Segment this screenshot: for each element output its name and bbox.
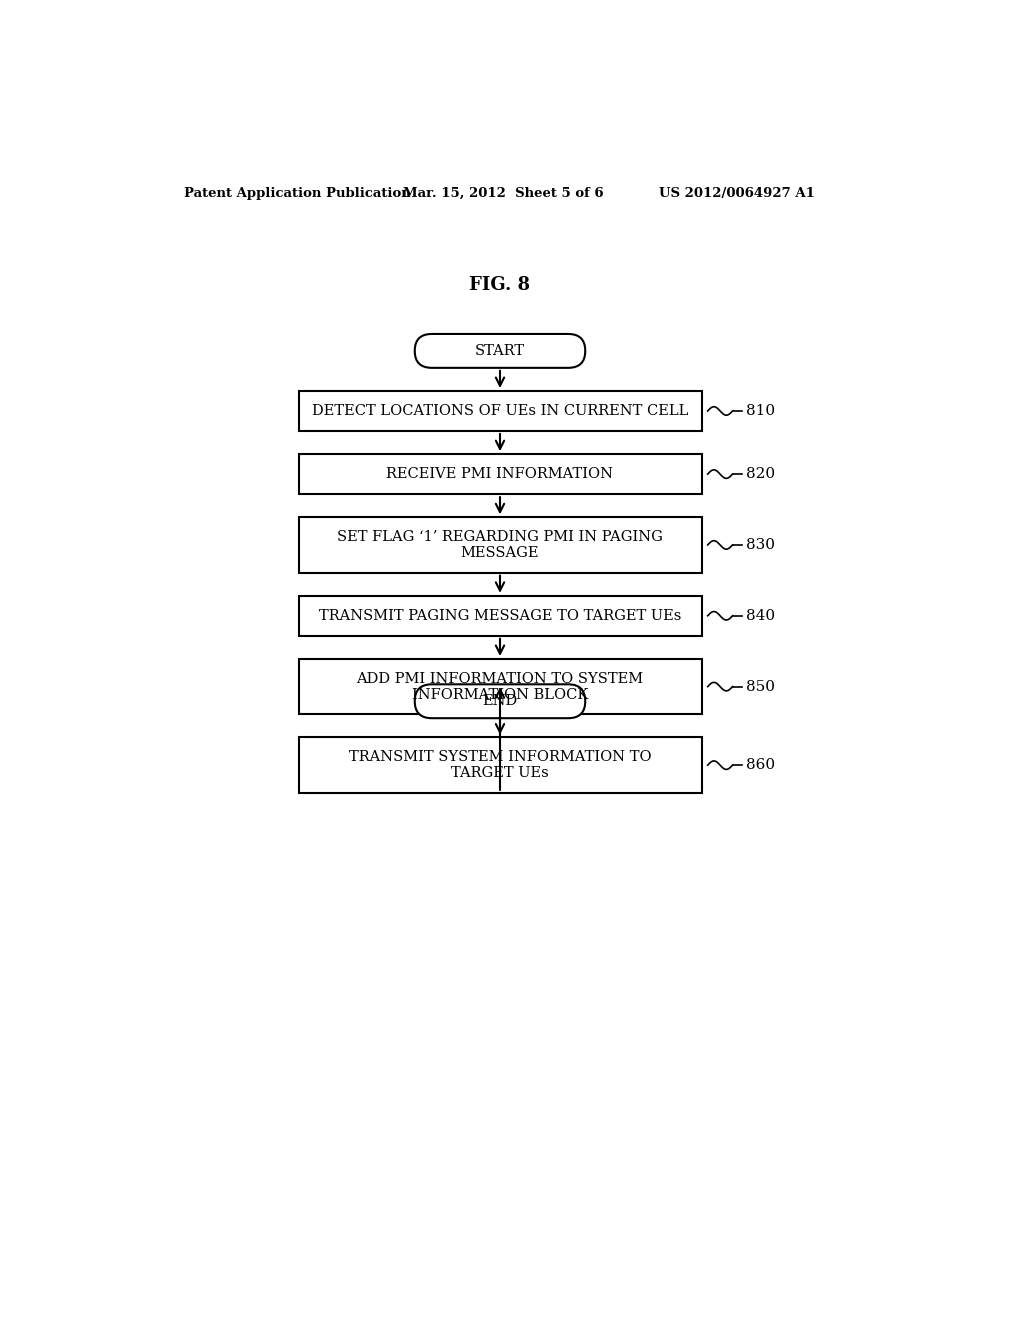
Bar (299, 595, 701, 636)
Text: DETECT LOCATIONS OF UEs IN CURRENT CELL: DETECT LOCATIONS OF UEs IN CURRENT CELL (312, 404, 688, 418)
Text: 820: 820 (746, 467, 775, 480)
Text: US 2012/0064927 A1: US 2012/0064927 A1 (658, 186, 815, 199)
Bar (299, 738, 701, 793)
Text: TRANSMIT SYSTEM INFORMATION TO
TARGET UEs: TRANSMIT SYSTEM INFORMATION TO TARGET UE… (349, 750, 651, 780)
FancyBboxPatch shape (415, 684, 586, 718)
Text: 830: 830 (746, 539, 775, 552)
FancyBboxPatch shape (415, 334, 586, 368)
Bar (299, 454, 701, 494)
Text: ADD PMI INFORMATION TO SYSTEM
INFORMATION BLOCK: ADD PMI INFORMATION TO SYSTEM INFORMATIO… (356, 672, 643, 702)
Text: END: END (482, 694, 517, 709)
Text: SET FLAG ‘1’ REGARDING PMI IN PAGING
MESSAGE: SET FLAG ‘1’ REGARDING PMI IN PAGING MES… (337, 529, 663, 560)
Bar (299, 517, 701, 573)
Text: Patent Application Publication: Patent Application Publication (183, 186, 411, 199)
Text: Mar. 15, 2012  Sheet 5 of 6: Mar. 15, 2012 Sheet 5 of 6 (403, 186, 604, 199)
Text: RECEIVE PMI INFORMATION: RECEIVE PMI INFORMATION (386, 467, 613, 480)
Text: START: START (475, 345, 525, 358)
Bar (299, 659, 701, 714)
Text: 840: 840 (746, 609, 775, 623)
Text: 860: 860 (746, 758, 775, 772)
Text: 850: 850 (746, 680, 775, 693)
Bar (299, 391, 701, 432)
Text: FIG. 8: FIG. 8 (469, 276, 530, 294)
Text: TRANSMIT PAGING MESSAGE TO TARGET UEs: TRANSMIT PAGING MESSAGE TO TARGET UEs (318, 609, 681, 623)
Text: 810: 810 (746, 404, 775, 418)
